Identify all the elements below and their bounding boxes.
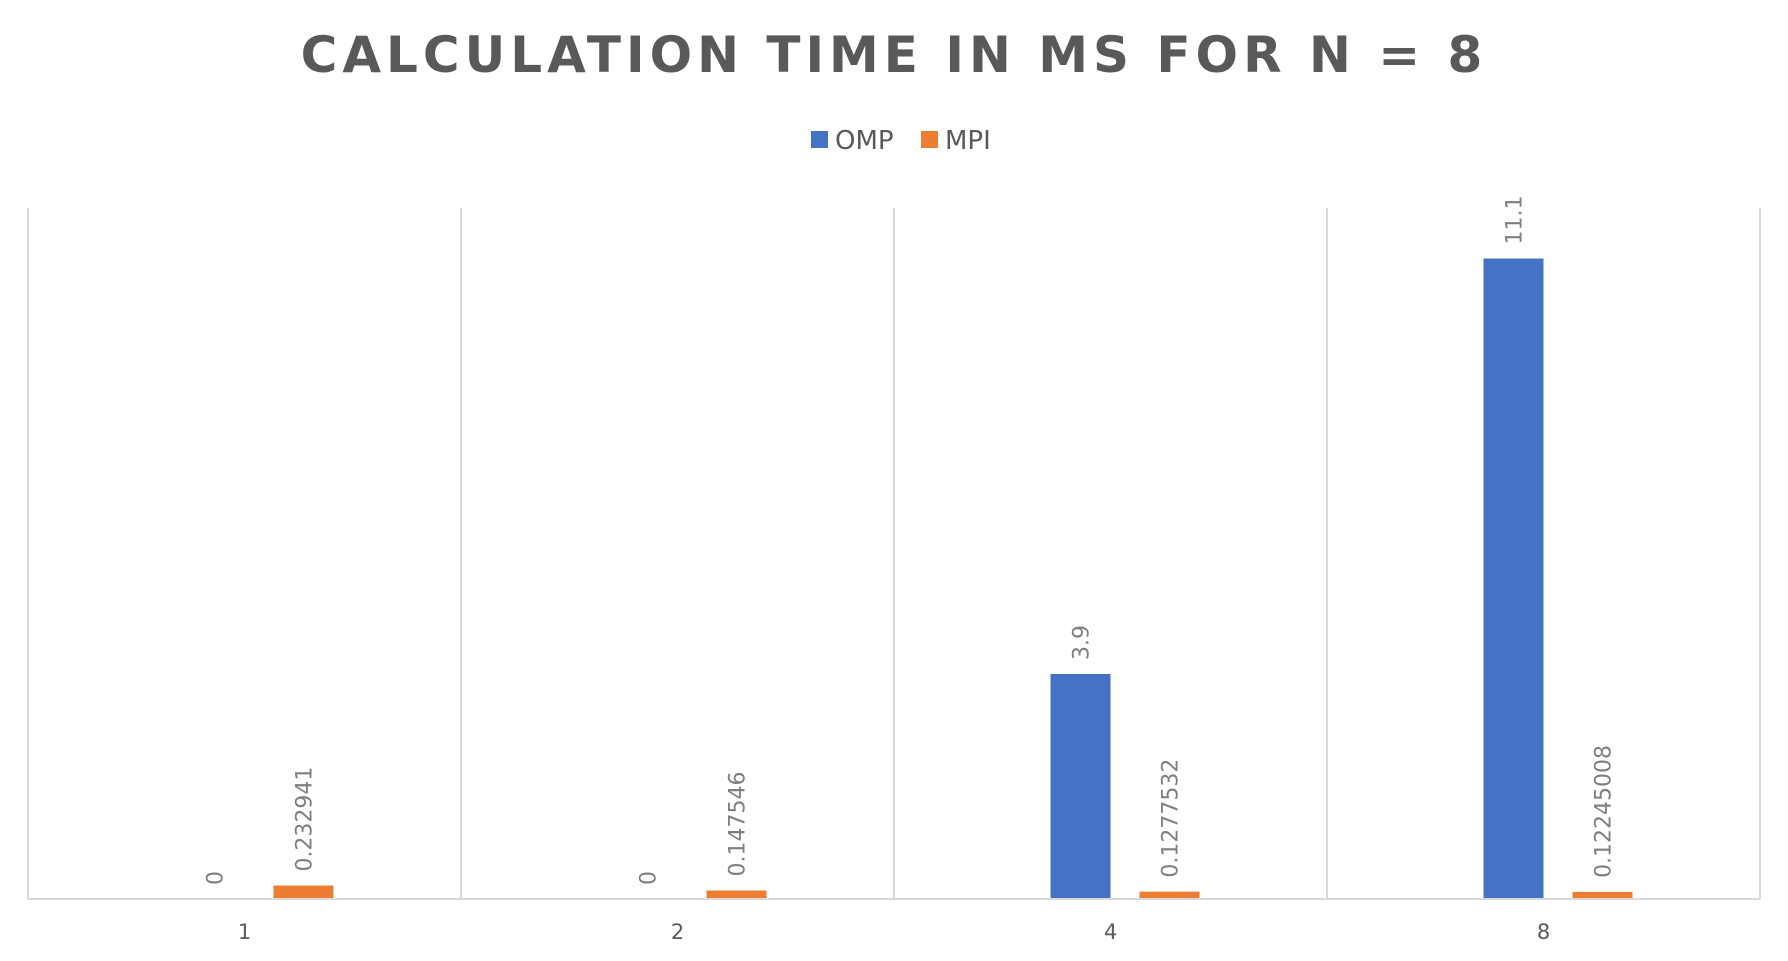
bar-mpi-8	[1572, 891, 1633, 899]
legend-swatch-omp	[811, 131, 828, 148]
x-tick-label-4: 4	[1104, 920, 1117, 944]
data-label-omp-4: 3.9	[1070, 625, 1095, 660]
x-axis-tick-labels: 1 2 4 8	[238, 920, 1550, 944]
data-label-mpi-4: 0.1277532	[1159, 759, 1184, 878]
data-label-omp-8: 11.1	[1503, 196, 1528, 245]
bar-mpi-1	[273, 885, 334, 899]
data-label-omp-2: 0	[637, 871, 662, 885]
data-label-mpi-8: 0.12245008	[1592, 745, 1617, 878]
bar-omp-8	[1483, 258, 1544, 899]
bars	[273, 258, 1633, 899]
category-separators	[27, 208, 1761, 899]
x-tick-label-8: 8	[1537, 920, 1550, 944]
x-tick-label-2: 2	[671, 920, 684, 944]
legend-label-omp: OMP	[835, 126, 894, 156]
x-tick-label-1: 1	[238, 920, 251, 944]
bar-mpi-4	[1139, 891, 1200, 899]
legend-item-omp: OMP	[811, 126, 894, 156]
chart-title: CALCULATION TIME IN MS FOR N = 8	[301, 26, 1488, 84]
legend: OMP MPI	[811, 126, 991, 156]
bar-mpi-2	[706, 890, 767, 899]
data-label-mpi-2: 0.147546	[726, 772, 751, 877]
legend-label-mpi: MPI	[945, 126, 991, 156]
legend-item-mpi: MPI	[921, 126, 991, 156]
legend-swatch-mpi	[921, 131, 938, 148]
bar-omp-4	[1050, 673, 1111, 899]
data-labels: 0 0 3.9 11.1 0.232941 0.147546 0.1277532 0.1224…	[204, 196, 1617, 885]
data-label-omp-1: 0	[204, 871, 229, 885]
data-label-mpi-1: 0.232941	[293, 767, 318, 872]
